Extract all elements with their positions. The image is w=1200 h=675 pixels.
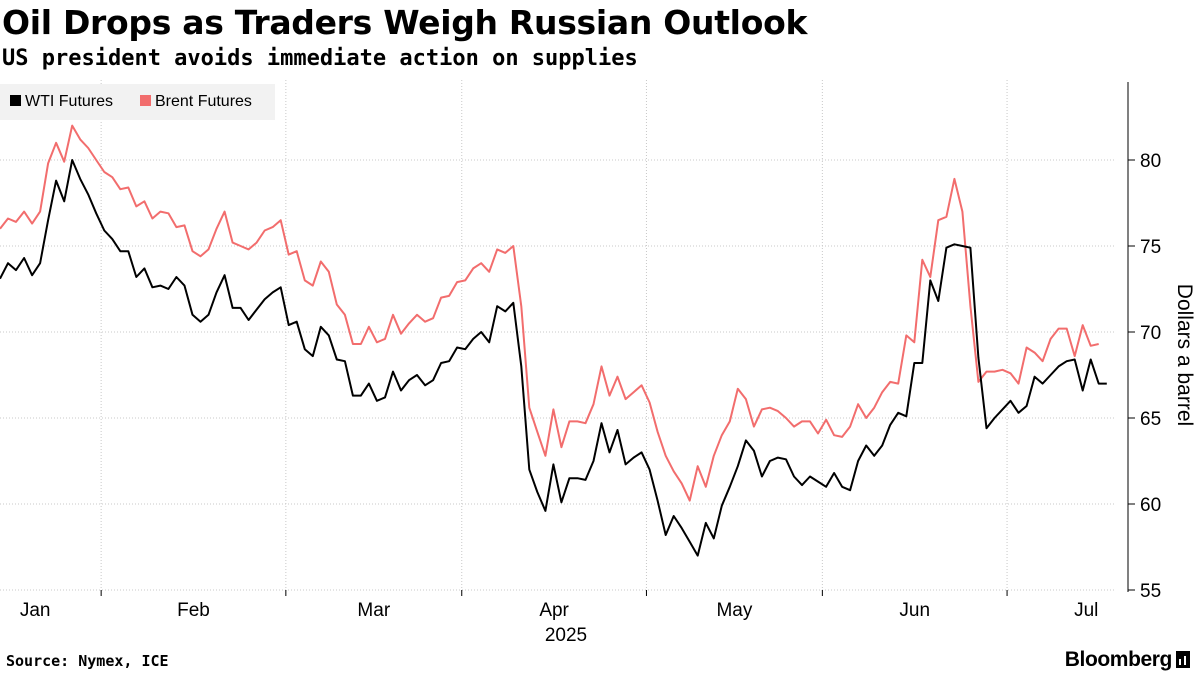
x-tick-label: Jan: [20, 600, 51, 621]
legend-label-wti: WTI Futures: [25, 93, 114, 110]
x-tick-label: May: [716, 600, 752, 621]
source-note: Source: Nymex, ICE: [6, 652, 169, 670]
chart-title: Oil Drops as Traders Weigh Russian Outlo…: [2, 3, 808, 42]
series-line-wti: [0, 159, 1107, 557]
legend-item-brent: Brent Futures: [140, 93, 252, 111]
y-tick-label: 60: [1140, 495, 1161, 516]
legend-label-brent: Brent Futures: [155, 93, 252, 110]
y-tick-label: 75: [1140, 237, 1161, 258]
y-tick-label: 65: [1140, 409, 1161, 430]
brand-name: Bloomberg: [1064, 648, 1173, 671]
y-tick-label: 80: [1140, 151, 1161, 172]
legend-swatch-wti: [10, 95, 21, 106]
series-line-brent: [0, 124, 1099, 502]
bloomberg-chart-icon: [1176, 651, 1190, 668]
legend: WTI Futures Brent Futures: [0, 84, 275, 120]
x-tick-label: Apr: [539, 600, 569, 621]
brand-logo: Bloomberg: [1065, 648, 1190, 672]
y-tick-label: 70: [1140, 323, 1161, 344]
y-axis-title: Dollars a barrel: [1173, 284, 1196, 426]
chart-subtitle: US president avoids immediate action on …: [2, 46, 638, 71]
x-tick-label: Jul: [1074, 600, 1098, 621]
x-year-label: 2025: [545, 625, 587, 646]
x-tick-label: Jun: [899, 600, 930, 621]
legend-item-wti: WTI Futures: [10, 93, 113, 111]
x-tick-label: Mar: [357, 600, 390, 621]
legend-swatch-brent: [140, 95, 151, 106]
x-tick-label: Feb: [177, 600, 210, 621]
y-tick-label: 55: [1140, 581, 1161, 602]
